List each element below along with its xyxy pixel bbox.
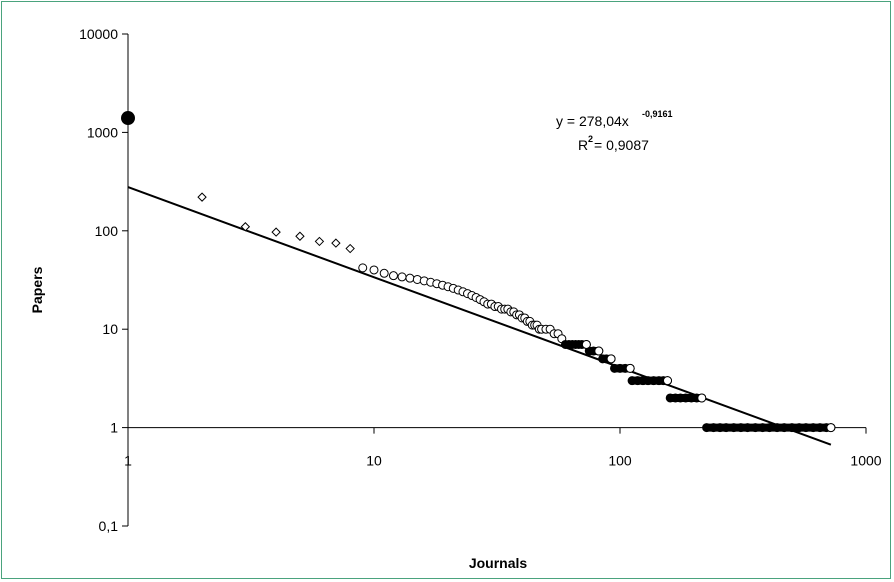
data-point [240, 222, 251, 232]
r2-superscript: 2 [588, 134, 593, 144]
data-point [271, 227, 281, 237]
equation-exponent: -0,9161 [642, 109, 673, 119]
y-tick-label: 100 [95, 223, 119, 239]
data-point [197, 192, 207, 202]
data-points [121, 111, 836, 433]
data-point [331, 238, 341, 248]
data-point [397, 272, 407, 282]
y-tick-label: 1 [110, 420, 118, 436]
data-point [663, 376, 673, 386]
data-point [388, 271, 398, 281]
x-tick-label: 10 [366, 453, 382, 469]
data-point [581, 339, 591, 349]
y-axis-title: Papers [29, 266, 45, 313]
data-point [826, 423, 836, 433]
data-point [369, 265, 379, 275]
axes: 0,1 1 10 100 1000 10000 1 10 100 1000 [79, 26, 882, 534]
data-point [625, 363, 635, 373]
data-point [358, 263, 368, 273]
r-squared: R 2 = 0,9087 [578, 134, 649, 153]
r2-value: = 0,9087 [594, 137, 649, 153]
y-tick-label: 0,1 [99, 518, 119, 534]
r2-letter: R [578, 137, 588, 153]
data-point [295, 231, 305, 241]
x-tick-label: 1 [124, 453, 132, 469]
y-tick-label: 10 [102, 321, 118, 337]
data-point [345, 243, 355, 254]
data-point [606, 354, 616, 364]
x-tick-label: 100 [608, 453, 632, 469]
trendline-path [127, 186, 832, 446]
y-tick-label: 1000 [87, 124, 118, 140]
equation-text: y = 278,04x [556, 113, 629, 129]
data-point [379, 268, 389, 278]
highlighted-point [121, 111, 135, 126]
data-point [314, 236, 325, 247]
y-tick-label: 10000 [79, 26, 118, 42]
trendline [127, 186, 832, 446]
data-point [697, 393, 707, 403]
data-point [594, 346, 604, 356]
x-axis-title: Journals [469, 555, 528, 571]
data-point [405, 273, 415, 283]
x-tick-label: 1000 [850, 453, 881, 469]
trendline-equation: y = 278,04x -0,9161 [556, 109, 673, 129]
